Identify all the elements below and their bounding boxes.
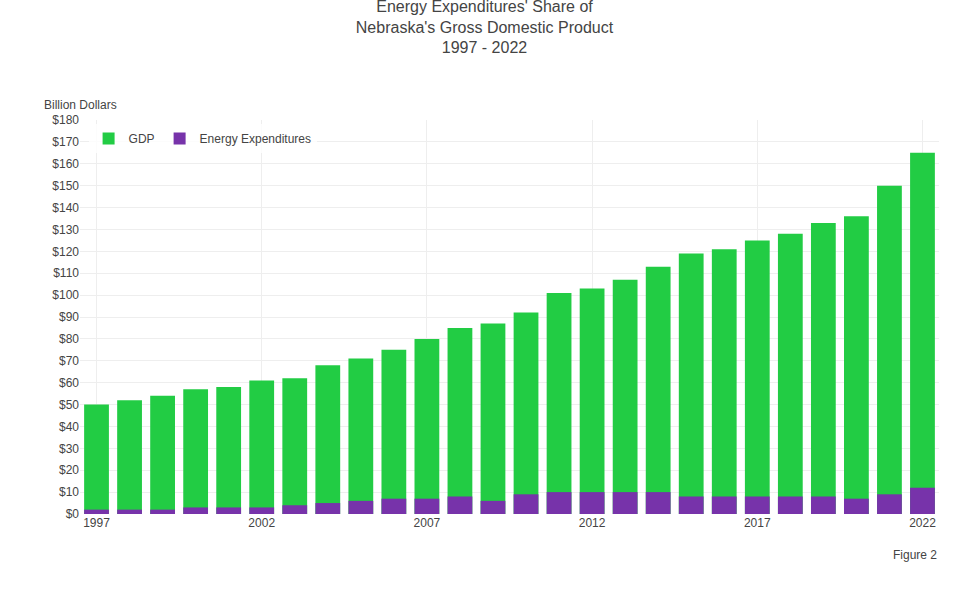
svg-text:1997: 1997	[83, 516, 110, 530]
svg-text:$50: $50	[59, 398, 79, 412]
svg-text:$70: $70	[59, 354, 79, 368]
svg-text:2007: 2007	[414, 516, 441, 530]
svg-text:$120: $120	[52, 245, 79, 259]
svg-text:$140: $140	[52, 201, 79, 215]
svg-text:Figure 2: Figure 2	[893, 548, 937, 562]
svg-text:$80: $80	[59, 332, 79, 346]
svg-text:$130: $130	[52, 223, 79, 237]
svg-text:$60: $60	[59, 376, 79, 390]
svg-text:$100: $100	[52, 288, 79, 302]
svg-text:$90: $90	[59, 310, 79, 324]
svg-text:$0: $0	[66, 507, 80, 521]
svg-text:$10: $10	[59, 485, 79, 499]
svg-text:2017: 2017	[744, 516, 771, 530]
svg-text:$150: $150	[52, 179, 79, 193]
svg-text:Energy Expenditures: Energy Expenditures	[200, 132, 311, 146]
svg-text:$110: $110	[53, 266, 79, 280]
svg-text:Energy Expenditures' Share ofN: Energy Expenditures' Share ofNebraska's …	[356, 0, 614, 56]
svg-text:$170: $170	[52, 135, 79, 149]
svg-text:$160: $160	[52, 157, 79, 171]
svg-text:$30: $30	[59, 442, 79, 456]
svg-text:$20: $20	[59, 463, 79, 477]
svg-text:$40: $40	[59, 420, 79, 434]
svg-text:2022: 2022	[909, 516, 936, 530]
svg-text:Billion Dollars: Billion Dollars	[44, 98, 117, 112]
svg-text:2012: 2012	[579, 516, 606, 530]
svg-text:$180: $180	[52, 113, 79, 127]
svg-text:2002: 2002	[248, 516, 275, 530]
svg-text:GDP: GDP	[129, 132, 155, 146]
